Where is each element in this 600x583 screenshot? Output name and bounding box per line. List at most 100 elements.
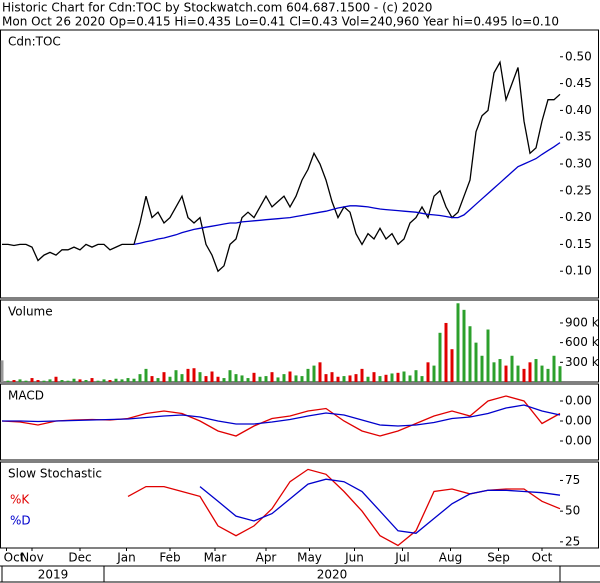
volume-bar xyxy=(180,374,184,382)
volume-bar xyxy=(162,372,166,382)
volume-bar xyxy=(114,378,118,382)
volume-bar xyxy=(480,355,484,382)
volume-bar xyxy=(228,370,232,382)
volume-bar xyxy=(144,368,148,382)
volume-bar xyxy=(342,376,346,382)
volume-bar xyxy=(30,378,34,382)
x-tick-label: Dec xyxy=(68,551,91,565)
x-tick-label: May xyxy=(297,551,322,565)
series-line xyxy=(199,478,561,534)
panel-frame xyxy=(0,29,599,299)
y-tick-label: 25 xyxy=(565,534,580,548)
volume-bar xyxy=(42,380,46,382)
volume-bar xyxy=(384,374,388,382)
volume-bar xyxy=(432,365,436,382)
volume-bar xyxy=(360,368,364,382)
volume-bar xyxy=(294,375,298,382)
y-tick-label: 0.45 xyxy=(565,76,592,90)
volume-bar xyxy=(402,371,406,382)
volume-bar xyxy=(0,360,4,382)
y-tick-label: 0.30 xyxy=(565,157,592,171)
panel-frame xyxy=(0,383,599,461)
volume-bar xyxy=(252,372,256,382)
legend-label: %K xyxy=(10,493,30,507)
volume-bar xyxy=(462,309,466,382)
x-tick-label: Feb xyxy=(159,551,180,565)
volume-bar xyxy=(24,380,28,382)
volume-bar xyxy=(546,368,550,382)
volume-bar xyxy=(534,359,538,382)
volume-bar xyxy=(552,355,556,382)
volume-bar xyxy=(276,377,280,382)
group-label: 2020 xyxy=(317,568,348,582)
y-tick-label: 0.50 xyxy=(565,49,592,63)
volume-bar xyxy=(150,376,154,382)
y-tick-label: 0.00 xyxy=(565,434,592,448)
volume-bar xyxy=(390,373,394,382)
y-tick-label: 0.00 xyxy=(565,394,592,408)
volume-bar xyxy=(12,380,16,382)
group-label: 2019 xyxy=(38,568,69,582)
y-tick-label: 0.20 xyxy=(565,210,592,224)
panel-title: MACD xyxy=(8,389,44,403)
x-tick-label: Jul xyxy=(394,551,409,565)
x-tick-label: Aug xyxy=(439,551,462,565)
x-tick-label: Sep xyxy=(487,551,510,565)
volume-bar xyxy=(96,380,100,382)
volume-bar xyxy=(330,372,334,382)
volume-bar xyxy=(288,371,292,382)
volume-bar xyxy=(168,376,172,382)
panel-title: Cdn:TOC xyxy=(8,35,61,49)
volume-bar xyxy=(522,368,526,382)
volume-bar xyxy=(408,375,412,382)
volume-bar xyxy=(264,376,268,382)
x-tick-label: Jan xyxy=(116,551,136,565)
y-tick-label: 0.25 xyxy=(565,183,592,197)
panel-frame xyxy=(0,461,599,549)
volume-bar xyxy=(258,376,262,382)
y-tick-label: 900 k xyxy=(565,315,599,329)
volume-bar xyxy=(516,365,520,382)
volume-bar xyxy=(48,379,52,382)
y-tick-label: 300 k xyxy=(565,355,599,369)
volume-bar xyxy=(558,366,562,382)
volume-bar xyxy=(396,372,400,382)
x-tick-label: Mar xyxy=(204,551,227,565)
volume-bar xyxy=(216,376,220,382)
x-tick-label: Nov xyxy=(20,551,43,565)
volume-bar xyxy=(318,362,322,382)
volume-bar xyxy=(420,376,424,382)
volume-bar xyxy=(426,362,430,382)
volume-bar xyxy=(324,374,328,382)
volume-bar xyxy=(474,342,478,382)
volume-bar xyxy=(66,380,70,382)
volume-bar xyxy=(504,365,508,382)
volume-bar xyxy=(192,368,196,382)
volume-bar xyxy=(378,376,382,382)
volume-bar xyxy=(510,355,514,382)
volume-bar xyxy=(120,379,124,382)
volume-bar xyxy=(132,378,136,382)
panel-title: Slow Stochastic xyxy=(8,467,102,481)
volume-bar xyxy=(54,376,58,382)
volume-bar xyxy=(414,370,418,382)
y-tick-label: 0.40 xyxy=(565,103,592,117)
volume-bar xyxy=(126,378,130,382)
y-tick-label: 0.10 xyxy=(565,264,592,278)
volume-bar xyxy=(18,379,22,382)
volume-bar xyxy=(306,368,310,382)
y-tick-label: 50 xyxy=(565,504,580,518)
volume-bar xyxy=(300,376,304,382)
y-tick-label: 600 k xyxy=(565,335,599,349)
volume-bar xyxy=(282,374,286,382)
x-tick-label: Oct xyxy=(4,551,25,565)
y-tick-label: 0.15 xyxy=(565,237,592,251)
volume-bar xyxy=(72,378,76,382)
volume-bar xyxy=(210,371,214,382)
volume-bar xyxy=(102,379,106,382)
volume-bar xyxy=(222,378,226,382)
volume-bar xyxy=(174,370,178,382)
panel-frame xyxy=(0,299,599,383)
